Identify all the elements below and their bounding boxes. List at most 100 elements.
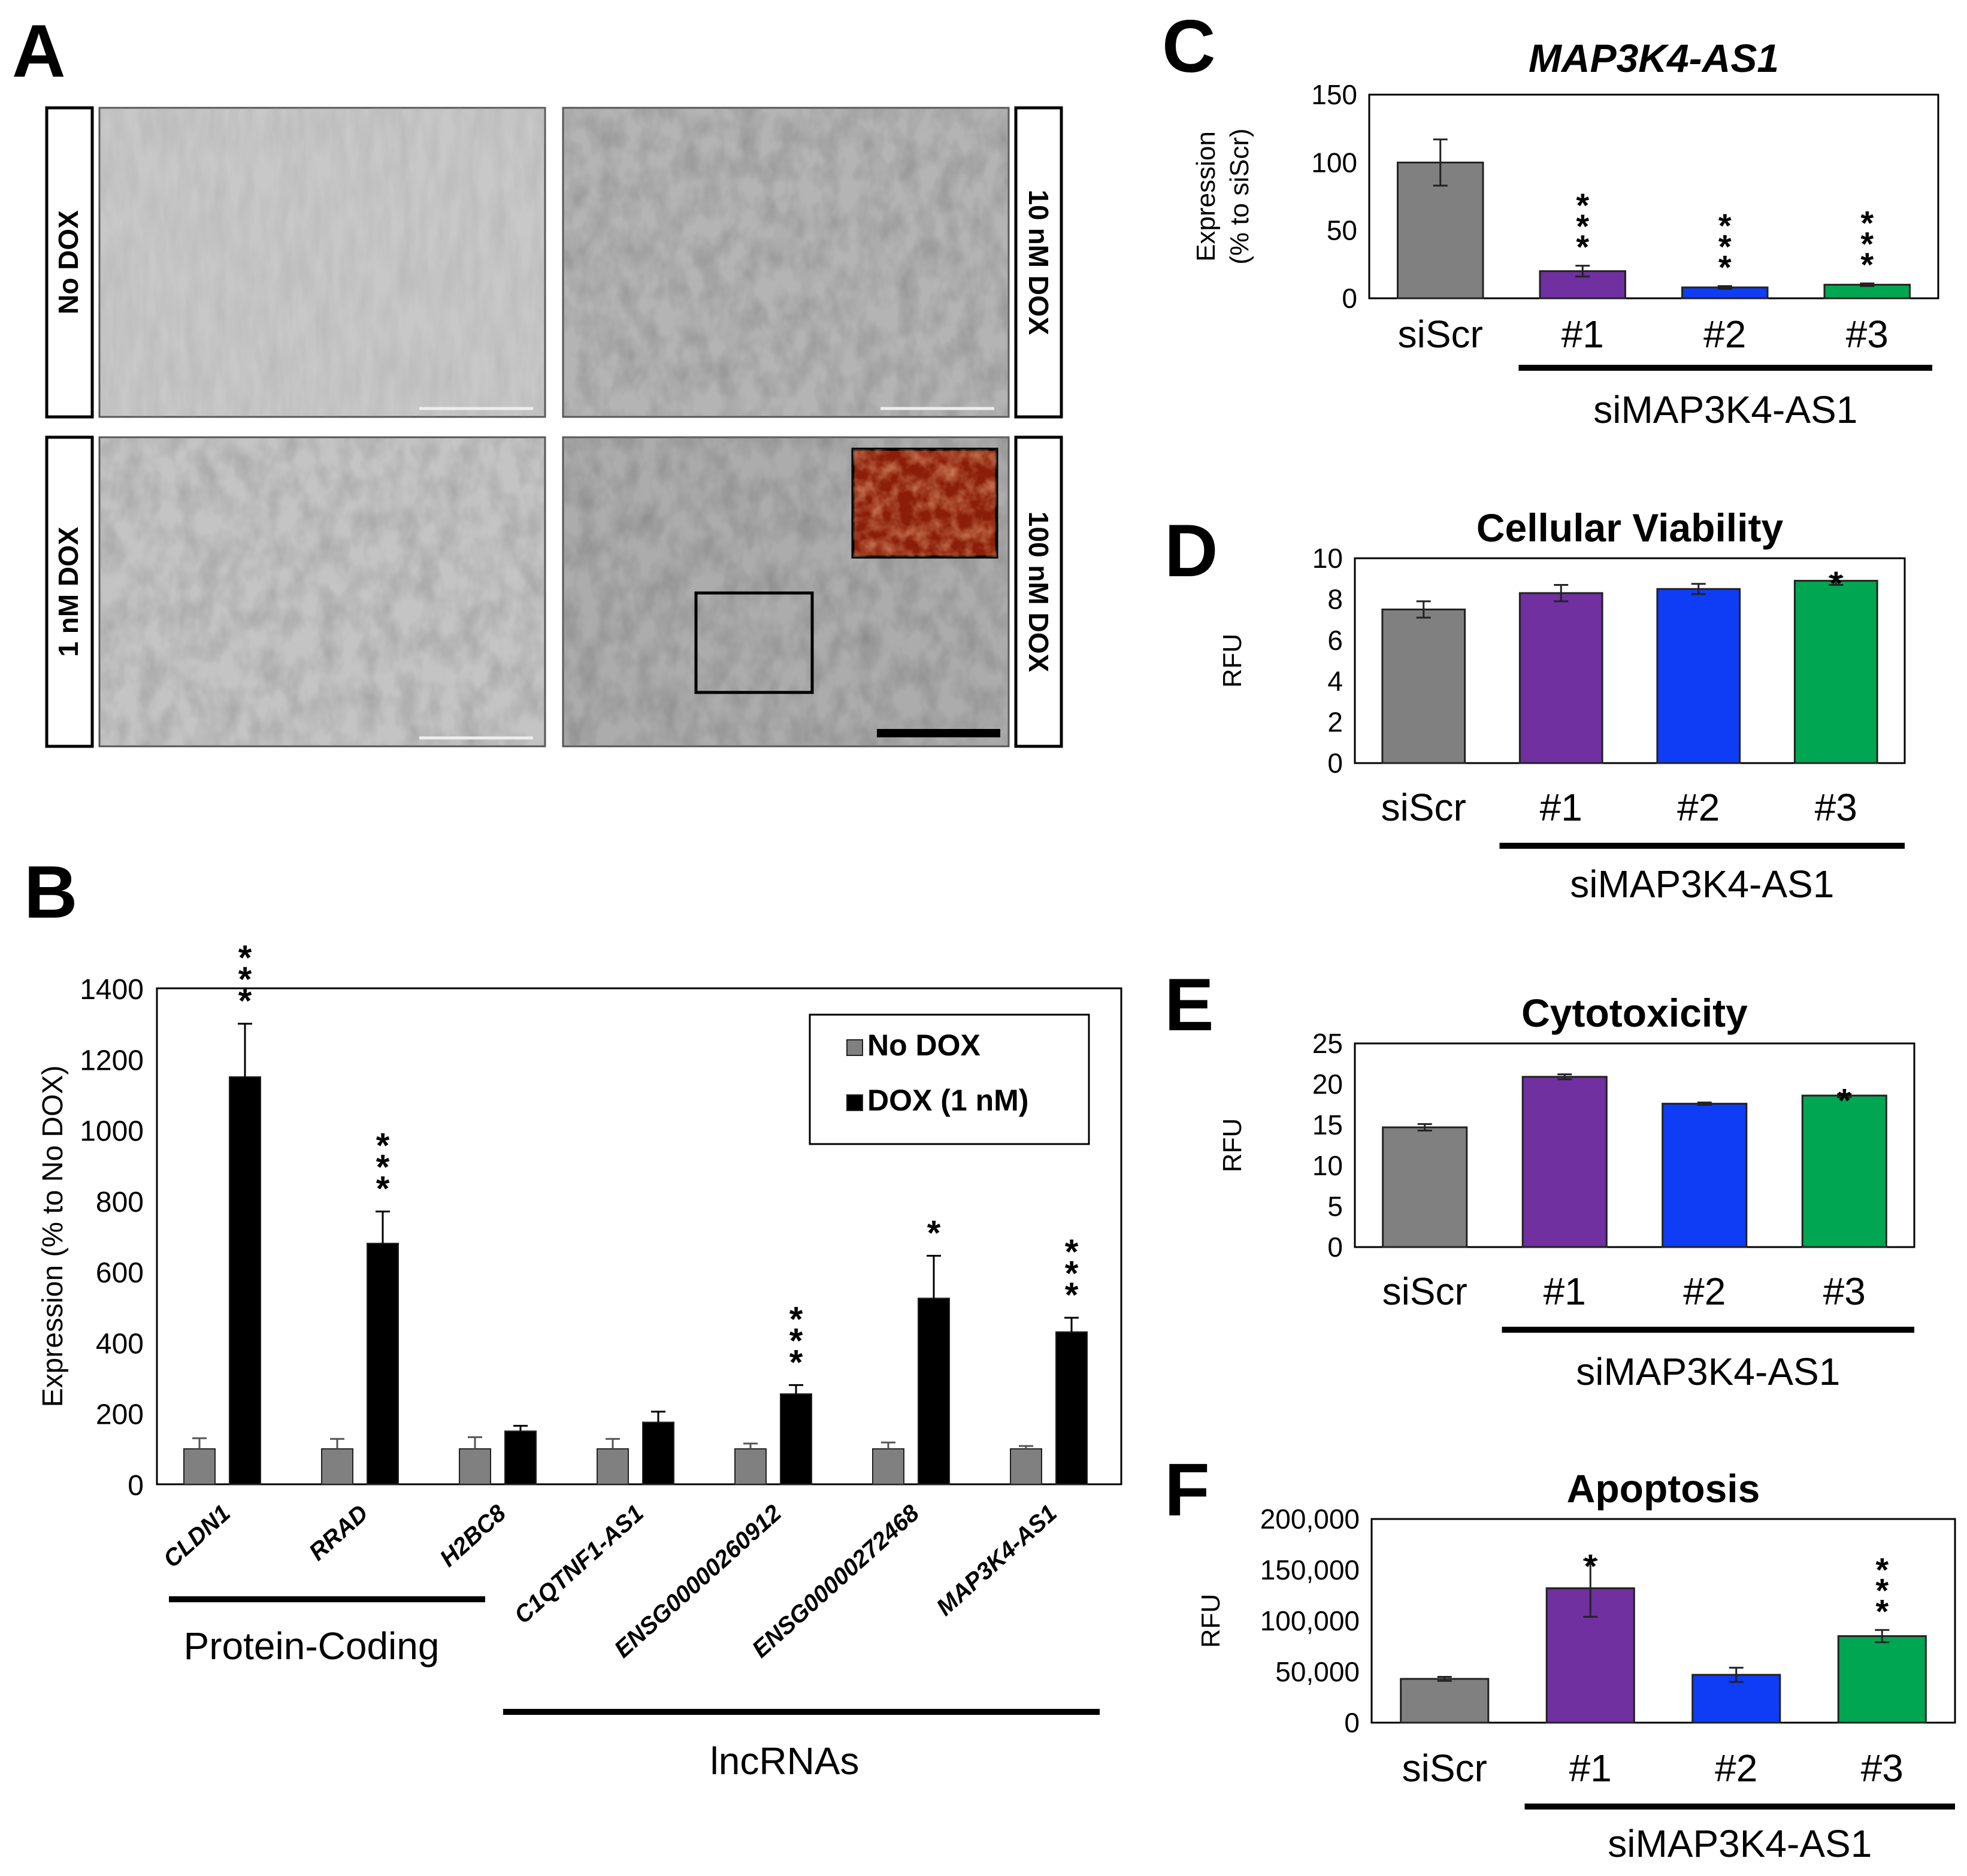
y-axis-label: Expression (% to No DOX) [37, 1066, 69, 1408]
y-tick-label: 0 [128, 1470, 144, 1502]
micrograph-100nm-dox [562, 436, 1010, 748]
x-tick-label-3: #3 [1861, 1747, 1904, 1790]
bar-no-dox-h2bc8 [459, 1448, 491, 1485]
y-tick-label: 4 [1327, 665, 1343, 697]
y-tick-label: 800 [96, 1187, 144, 1218]
bar-1 [1521, 1076, 1608, 1248]
y-tick-label: 200,000 [1260, 1503, 1360, 1535]
significance-marker: * [927, 1214, 941, 1253]
y-tick-label: 50,000 [1275, 1656, 1360, 1687]
y-axis-label: RFU [1218, 634, 1247, 688]
x-tick-label: RRAD [304, 1500, 373, 1566]
label-100nm-dox: 100 nM DOX [1023, 512, 1054, 673]
group-label: siMAP3K4-AS1 [1576, 1350, 1840, 1393]
panel-d: D Cellular Viability 0 2 4 6 8 10 RFU siScr #1 #2 *… [1164, 506, 1906, 906]
plot-frame [1368, 93, 1939, 299]
x-tick-label-siscr: siScr [1381, 786, 1466, 829]
significance-marker: * [1875, 1572, 1889, 1609]
panel-letter-a: A [12, 10, 66, 93]
micrograph-1nm-dox [98, 436, 546, 748]
x-tick-label-siscr: siScr [1402, 1747, 1487, 1790]
significance-marker: * [789, 1321, 803, 1360]
y-tick-label: 1200 [80, 1045, 144, 1076]
y-tick-label: 0 [1342, 283, 1357, 314]
significance-marker: * [376, 1170, 390, 1209]
x-tick-label-3: #3 [1815, 786, 1857, 829]
label-box-100nm-dox [1014, 435, 1063, 748]
significance-marker: * [1584, 1547, 1597, 1585]
significance-marker: * [1860, 246, 1874, 283]
y-tick-label: 10 [1312, 543, 1343, 574]
x-tick-label-1: #1 [1562, 313, 1604, 356]
plot-frame [156, 987, 1122, 1485]
significance-marker: * [1875, 1551, 1889, 1588]
micrograph-no-dox [98, 107, 546, 418]
x-tick-label-1: #1 [1544, 1270, 1586, 1313]
bar-dox-1-nm-ensg00000260912 [780, 1393, 812, 1485]
y-tick-label: 1400 [80, 974, 144, 1006]
chart-title: Apoptosis [1567, 1466, 1760, 1511]
zoom-region-box [694, 591, 814, 694]
significance-marker: * [1576, 186, 1589, 224]
significance-marker: * [376, 1148, 390, 1187]
panel-a: A No DOX 1 nM DOX 10 nM DOX 100 nM DOX [12, 10, 1063, 748]
significance-marker: * [1860, 225, 1874, 262]
x-tick-label-3: #3 [1846, 313, 1889, 356]
bar-1 [1518, 592, 1603, 764]
significance-marker: * [1829, 564, 1842, 602]
x-tick-label-2: #2 [1703, 313, 1746, 356]
significance-marker: * [376, 1127, 390, 1166]
x-tick-label-2: #2 [1677, 786, 1720, 829]
x-tick-label: C1QTNF1-AS1 [509, 1500, 649, 1629]
significance-marker: * [1576, 228, 1589, 266]
y-tick-label: 150,000 [1260, 1554, 1360, 1585]
group-label: siMAP3K4-AS1 [1593, 388, 1857, 431]
chart-b: 0 200 400 600 800 1000 1200 1400 Expression (% t… [37, 939, 1122, 1783]
label-10nm-dox: 10 nM DOX [1023, 190, 1054, 335]
label-no-dox: No DOX [53, 210, 84, 314]
y-tick-label: 50 [1327, 215, 1357, 246]
bar-3 [1801, 1094, 1887, 1248]
x-tick-label: CLDN1 [158, 1500, 235, 1573]
significance-marker: * [238, 960, 252, 999]
label-box-10nm-dox [1014, 106, 1063, 419]
panel-f: F Apoptosis 0 50,000 100,000 150,000 200,000 R… [1164, 1449, 1956, 1865]
bar-siscr [1381, 609, 1466, 764]
panel-e: E Cytotoxicity 0 5 10 15 20 25 RFU siScr #1 #2 * #3 s… [1164, 964, 1915, 1393]
bar-no-dox-rrad [321, 1448, 353, 1485]
y-tick-label: 150 [1311, 79, 1357, 110]
y-tick-label: 5 [1327, 1191, 1343, 1222]
x-tick-label-2: #2 [1715, 1747, 1757, 1790]
chart-f: Apoptosis 0 50,000 100,000 150,000 200,000 RFU… [1196, 1466, 1956, 1865]
significance-marker: * [1875, 1592, 1889, 1630]
panel-letter-e: E [1164, 964, 1214, 1046]
x-tick-label: H2BC8 [435, 1499, 511, 1572]
significance-marker: * [238, 982, 252, 1021]
significance-marker: * [1718, 228, 1732, 265]
label-box-1nm-dox [45, 435, 94, 748]
chart-d: Cellular Viability 0 2 4 6 8 10 RFU siScr #1 #2 * #3… [1218, 506, 1906, 906]
y-tick-label: 200 [96, 1399, 144, 1431]
bar-2 [1662, 1103, 1748, 1248]
y-axis-label: (% to siScr) [1225, 128, 1254, 264]
bar-dox-1-nm-h2bc8 [504, 1430, 537, 1485]
group-label-protein-coding: Protein-Coding [184, 1624, 440, 1668]
x-tick-label-siscr: siScr [1382, 1270, 1467, 1313]
group-label: siMAP3K4-AS1 [1608, 1822, 1872, 1865]
legend-swatch-no-dox [846, 1039, 863, 1056]
y-tick-label: 100,000 [1260, 1605, 1360, 1636]
legend-box [809, 1013, 1090, 1145]
y-tick-label: 100 [1311, 147, 1357, 178]
label-box-no-dox [45, 106, 94, 419]
significance-marker: * [1838, 1081, 1851, 1119]
legend-swatch-dox-1-nm [846, 1094, 863, 1111]
x-tick-label: MAP3K4-AS1 [931, 1500, 1062, 1621]
panel-letter-c: C [1162, 5, 1216, 88]
y-tick-label: 0 [1344, 1707, 1360, 1738]
panel-c: C MAP3K4-AS1 0 50 100 150 Expression (% to siS… [1162, 5, 1939, 431]
label-1nm-dox: 1 nM DOX [53, 527, 84, 657]
chart-title: Cellular Viability [1476, 506, 1784, 550]
y-axis-label: Expression [1191, 131, 1221, 262]
y-tick-label: 0 [1327, 748, 1343, 779]
bar-no-dox-c1qtnf1-as1 [597, 1448, 629, 1485]
